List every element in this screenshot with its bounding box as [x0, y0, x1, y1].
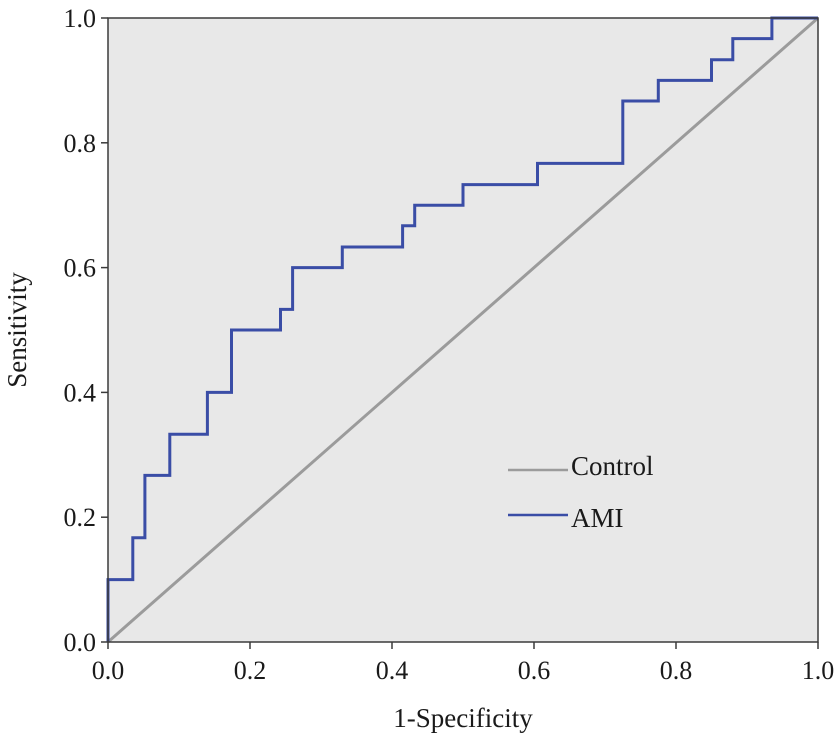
- legend: Control AMI: [505, 446, 770, 544]
- y-tick-label: 0.6: [64, 254, 97, 283]
- plot-frame: [107, 17, 819, 643]
- series-layer: [106, 16, 819, 644]
- y-tick-label: 0.8: [64, 129, 97, 158]
- x-tick-label: 1.0: [802, 656, 835, 685]
- x-tick-label: 0.2: [234, 656, 267, 685]
- y-axis-title: Sensitivity: [2, 272, 32, 388]
- legend-box: [505, 446, 770, 544]
- x-tick-label: 0.4: [376, 656, 409, 685]
- y-axis: 0.0 0.2 0.4 0.6 0.8 1.0: [64, 4, 108, 657]
- x-axis: 0.0 0.2 0.4 0.6 0.8 1.0: [92, 642, 835, 685]
- x-tick-label: 0.8: [660, 656, 693, 685]
- y-tick-label: 1.0: [64, 4, 97, 33]
- y-tick-label: 0.0: [64, 628, 97, 657]
- x-tick-label: 0.6: [518, 656, 551, 685]
- y-tick-label: 0.2: [64, 503, 97, 532]
- x-tick-label: 0.0: [92, 656, 125, 685]
- series-line-control: [107, 16, 819, 644]
- series-line-ami: [106, 16, 818, 642]
- y-tick-label: 0.4: [64, 378, 97, 407]
- x-axis-title: 1-Specificity: [393, 703, 533, 733]
- legend-label-control: Control: [571, 451, 654, 481]
- legend-label-ami: AMI: [571, 503, 624, 533]
